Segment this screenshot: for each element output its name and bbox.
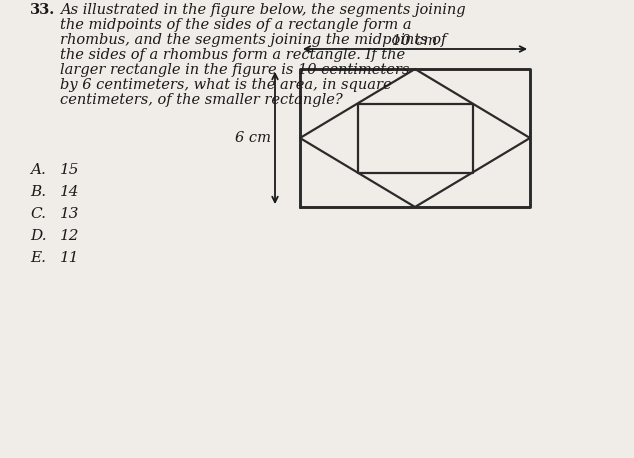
Text: the midpoints of the sides of a rectangle form a: the midpoints of the sides of a rectangl… xyxy=(60,18,411,32)
Text: B.: B. xyxy=(30,185,46,199)
Text: larger rectangle in the figure is 10 centimeters: larger rectangle in the figure is 10 cen… xyxy=(60,63,410,77)
Text: 14: 14 xyxy=(60,185,79,199)
Text: 12: 12 xyxy=(60,229,79,243)
Text: rhombus, and the segments joining the midpoints of: rhombus, and the segments joining the mi… xyxy=(60,33,446,47)
Text: C.: C. xyxy=(30,207,46,221)
Text: 33.: 33. xyxy=(30,3,55,17)
Text: D.: D. xyxy=(30,229,47,243)
Text: centimeters, of the smaller rectangle?: centimeters, of the smaller rectangle? xyxy=(60,93,343,107)
Text: 15: 15 xyxy=(60,163,79,177)
Text: 11: 11 xyxy=(60,251,79,265)
Text: E.: E. xyxy=(30,251,46,265)
Text: the sides of a rhombus form a rectangle. If the: the sides of a rhombus form a rectangle.… xyxy=(60,48,405,62)
Text: 13: 13 xyxy=(60,207,79,221)
Text: As illustrated in the figure below, the segments joining: As illustrated in the figure below, the … xyxy=(60,3,465,17)
Text: A.: A. xyxy=(30,163,46,177)
Text: by 6 centimeters, what is the area, in square: by 6 centimeters, what is the area, in s… xyxy=(60,78,392,92)
Text: 6 cm: 6 cm xyxy=(235,131,271,145)
Text: 10 cm: 10 cm xyxy=(392,34,437,48)
